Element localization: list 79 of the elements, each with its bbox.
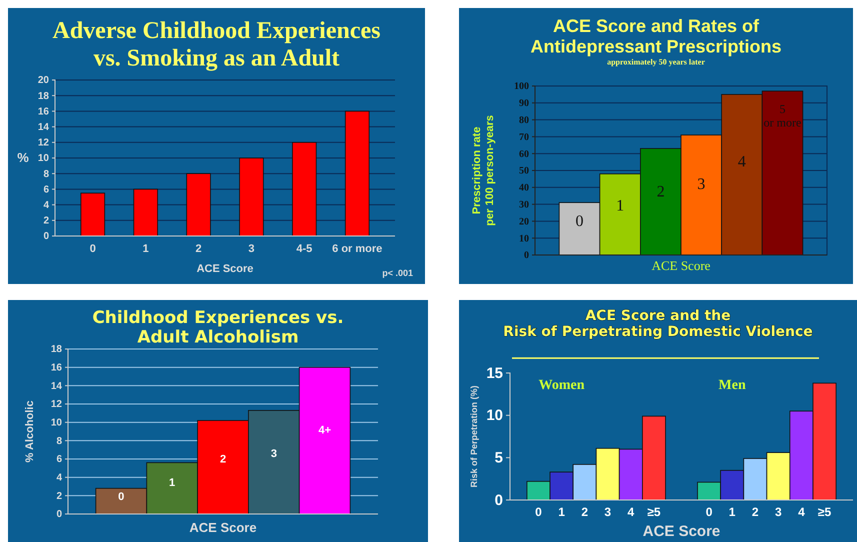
x-tick-label: ≥5 bbox=[647, 505, 661, 519]
bar bbox=[186, 173, 211, 236]
bar bbox=[292, 142, 317, 236]
chart-title: Childhood Experiences vs. Adult Alcoholism bbox=[92, 308, 344, 348]
x-tick-label: 5 or more bbox=[764, 102, 802, 130]
x-axis-title: ACE Score bbox=[652, 258, 711, 273]
y-tick-label: 30 bbox=[519, 200, 529, 210]
y-tick-label: 2 bbox=[56, 490, 62, 502]
y-tick-label: 18 bbox=[38, 90, 50, 102]
y-tick-label: 16 bbox=[38, 106, 50, 118]
y-tick-label: 60 bbox=[519, 148, 529, 160]
x-tick-label: 2 bbox=[195, 243, 202, 255]
x-axis-title: ACE Score bbox=[642, 523, 720, 540]
chart-title: ACE Score and the Risk of Perpetrating Domestic Violence bbox=[503, 308, 813, 340]
y-tick-label: 6 bbox=[43, 184, 50, 196]
y-tick-label: 80 bbox=[519, 115, 529, 126]
y-tick-label: 10 bbox=[50, 418, 62, 429]
x-tick-label: 1 bbox=[558, 505, 566, 519]
y-tick-label: 12 bbox=[38, 138, 50, 149]
bar bbox=[133, 188, 158, 236]
x-axis-title: ACE Score bbox=[196, 263, 254, 275]
x-tick-label: 0 bbox=[535, 505, 542, 519]
y-tick-label: 4 bbox=[43, 200, 50, 211]
x-tick-label: 1 bbox=[728, 505, 736, 519]
x-tick-label: ≥5 bbox=[818, 505, 832, 519]
y-axis-title: % Alcoholic bbox=[24, 400, 36, 462]
y-axis-title: Risk of Perpetration (%) bbox=[469, 385, 479, 488]
y-axis-title: Prescription rate per 100 person-years bbox=[471, 115, 496, 226]
y-axis-title: % bbox=[17, 150, 30, 165]
y-tick-label: 4 bbox=[56, 472, 62, 484]
x-axis-title: ACE Score bbox=[189, 520, 257, 535]
y-tick-label: 8 bbox=[56, 436, 62, 447]
y-tick-label: 70 bbox=[519, 132, 529, 143]
y-tick-label: 10 bbox=[486, 407, 503, 424]
x-tick-label: 3 bbox=[774, 505, 782, 519]
x-tick-label: 0 bbox=[90, 243, 96, 255]
y-tick-label: 5 bbox=[494, 449, 503, 466]
y-tick-label: 12 bbox=[50, 399, 62, 410]
x-tick-label: 2 bbox=[752, 505, 759, 519]
y-tick-label: 90 bbox=[519, 98, 529, 110]
annotation: Men bbox=[718, 378, 746, 393]
chart-title: ACE Score and Rates of Antidepressant Prescriptions bbox=[530, 16, 782, 57]
y-tick-label: 20 bbox=[519, 216, 529, 228]
y-tick-label: 14 bbox=[38, 122, 50, 133]
bar bbox=[239, 158, 264, 236]
x-tick-label: 1 bbox=[169, 476, 176, 489]
x-tick-label: 3 bbox=[248, 243, 255, 255]
text: p< .001 bbox=[382, 268, 413, 278]
bar bbox=[80, 192, 106, 236]
y-tick-label: 20 bbox=[38, 75, 50, 86]
y-tick-label: 2 bbox=[43, 216, 50, 227]
y-tick-label: 18 bbox=[50, 344, 62, 356]
y-tick-label: 100 bbox=[514, 81, 529, 92]
x-tick-label: 2 bbox=[581, 505, 588, 519]
y-tick-label: 8 bbox=[43, 168, 50, 180]
x-tick-label: 6 or more bbox=[332, 243, 382, 255]
y-tick-label: 0 bbox=[43, 231, 50, 242]
x-tick-label: 4 bbox=[628, 505, 635, 519]
x-tick-label: 3 bbox=[604, 505, 612, 519]
chart-title: Adverse Childhood Experiences vs. Smoking as an Adult bbox=[52, 18, 381, 72]
x-tick-label: 4+ bbox=[318, 424, 332, 436]
annotation: Women bbox=[538, 378, 585, 393]
x-tick-label: 1 bbox=[616, 197, 624, 214]
y-tick-label: 6 bbox=[56, 454, 62, 466]
x-tick-label: 4-5 bbox=[296, 243, 312, 255]
chart-subtitle: approximately 50 years later bbox=[607, 58, 706, 67]
y-tick-label: 15 bbox=[486, 364, 503, 382]
x-tick-label: 4 bbox=[798, 505, 806, 519]
y-tick-label: 16 bbox=[50, 362, 62, 374]
x-tick-label: 1 bbox=[142, 243, 149, 255]
x-tick-label: 0 bbox=[706, 505, 713, 519]
y-tick-label: 14 bbox=[50, 380, 62, 392]
y-tick-label: 10 bbox=[38, 153, 50, 164]
y-tick-label: 40 bbox=[519, 182, 529, 194]
x-tick-label: 3 bbox=[270, 448, 277, 460]
y-tick-label: 10 bbox=[519, 233, 529, 244]
bar bbox=[344, 110, 370, 236]
y-tick-label: 50 bbox=[519, 166, 529, 177]
x-tick-label: 3 bbox=[697, 176, 706, 194]
